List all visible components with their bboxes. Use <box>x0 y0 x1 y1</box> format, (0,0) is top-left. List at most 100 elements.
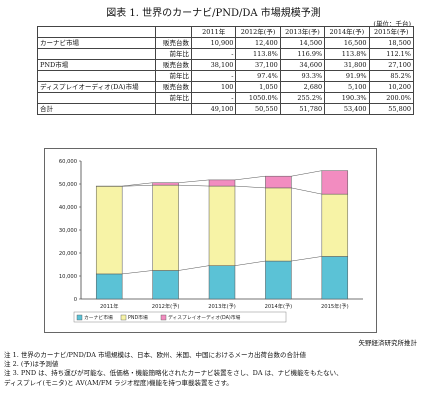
table-row: 前年比 -113.8% 116.9% 113.8% 112.1% <box>37 48 415 60</box>
connector-line <box>291 170 322 177</box>
row-value: 51,780 <box>279 103 326 115</box>
bar-segment <box>152 182 179 186</box>
row-value: 85.2% <box>368 70 415 82</box>
legend-swatch <box>120 314 127 321</box>
source-note: 矢野経済研究所推計 <box>358 339 418 347</box>
bar-segment <box>321 256 349 300</box>
table-row: カーナビ市場 販売台数 10,900 12,400 14,500 16,500 18,500 <box>37 37 415 49</box>
row-metric: 前年比 <box>155 92 192 104</box>
row-value: 113.8% <box>324 48 370 60</box>
row-value: 27,100 <box>368 59 415 71</box>
bar-segment <box>152 184 179 271</box>
legend-swatch <box>160 314 167 321</box>
connector-line <box>178 179 210 183</box>
table-row: 前年比 -97.4% 93.3% 91.9% 85.2% <box>37 70 415 82</box>
legend-swatch <box>76 314 83 321</box>
row-name <box>37 48 156 60</box>
chart-container: 0 10,000 20,000 30,000 40,000 50,000 60,000 201… <box>44 148 377 333</box>
legend-label: ディスプレイオーディオ(DA)市場 <box>168 314 241 321</box>
row-name <box>37 70 156 82</box>
row-value: 97.4% <box>235 70 281 82</box>
note-3-continued: ディスプレイ(モニタ)と AV(AM/FM ラジオ程度)機能を持つ車載装置をさす… <box>4 378 233 387</box>
header-empty <box>155 26 192 38</box>
x-tick-label: 2011年 <box>100 302 118 310</box>
row-metric: 販売台数 <box>155 81 192 93</box>
year-header: 2012年(予) <box>235 26 281 38</box>
y-tick-label: 40,000 <box>59 205 77 211</box>
row-value: 16,500 <box>324 37 370 49</box>
row-metric: 販売台数 <box>155 59 192 71</box>
row-value: 190.3% <box>324 92 370 104</box>
stacked-bar-chart: 0 10,000 20,000 30,000 40,000 50,000 60,000 201… <box>59 159 363 323</box>
year-header: 2013年(予) <box>279 26 326 38</box>
row-value: 50,550 <box>235 103 281 115</box>
bar-segment <box>321 193 349 257</box>
row-name <box>37 92 156 104</box>
y-tick-label: 50,000 <box>59 182 77 188</box>
bar-segment <box>208 179 236 187</box>
table-row: 前年比 -1050.0% 255.2% 190.3% 200.0% <box>37 92 415 104</box>
year-header: 2011年 <box>190 26 237 38</box>
notes: 注 1. 世界のカーナビ/PND/DA 市場規模は、日本、欧州、米国、中国におけ… <box>4 351 424 388</box>
row-value: 100 <box>190 81 237 93</box>
bar-segment <box>152 270 179 300</box>
row-value: 116.9% <box>279 48 326 60</box>
row-value: 18,500 <box>368 37 415 49</box>
y-tick-label: 30,000 <box>59 228 77 234</box>
row-value: 55,800 <box>368 103 415 115</box>
header-empty <box>37 26 156 38</box>
connector-line <box>234 175 266 181</box>
row-value: 255.2% <box>279 92 326 104</box>
bar-segment <box>265 175 292 189</box>
row-name: ディスプレイオーディオ(DA)市場 <box>37 81 156 93</box>
year-header: 2014年(予) <box>324 26 370 38</box>
row-value: 14,500 <box>279 37 326 49</box>
bar-segment <box>208 185 236 266</box>
bar-segment <box>321 170 349 195</box>
page-title: 図表 1. 世界のカーナビ/PND/DA 市場規模予測 <box>106 8 321 19</box>
row-value: - <box>190 70 237 82</box>
row-value: 112.1% <box>368 48 415 60</box>
row-value: 12,400 <box>235 37 281 49</box>
y-tick-label: 20,000 <box>59 251 77 257</box>
connector-line <box>234 260 266 266</box>
row-value: - <box>190 48 237 60</box>
x-tick-label: 2012年(予) <box>152 302 180 310</box>
row-metric <box>155 103 192 115</box>
bar-segment <box>95 273 123 300</box>
row-value: - <box>190 92 237 104</box>
table-header-row: 2011年 2012年(予) 2013年(予) 2014年(予) 2015年(予) <box>37 26 415 38</box>
table-row: 合計 49,100 50,550 51,780 53,400 55,800 <box>37 103 415 115</box>
row-value: 38,100 <box>190 59 237 71</box>
row-value: 53,400 <box>324 103 370 115</box>
unit-label: (単位：千台) <box>373 20 411 28</box>
row-metric: 前年比 <box>155 48 192 60</box>
row-value: 10,900 <box>190 37 237 49</box>
year-header: 2015年(予) <box>368 26 415 38</box>
y-tick-label: 0 <box>74 297 77 303</box>
row-value: 93.3% <box>279 70 326 82</box>
row-value: 113.8% <box>235 48 281 60</box>
row-value: 1050.0% <box>235 92 281 104</box>
note-3: 注 3. PND は、持ち運びが可能な、低価格・機能簡略化されたカーナビ装置をさ… <box>4 369 343 378</box>
row-value: 34,600 <box>279 59 326 71</box>
row-value: 10,200 <box>368 81 415 93</box>
connector-line <box>122 270 153 275</box>
connector-line <box>291 187 322 195</box>
x-tick-label: 2013年(予) <box>208 302 236 310</box>
row-value: 1,050 <box>235 81 281 93</box>
row-value: 200.0% <box>368 92 415 104</box>
table-row: ディスプレイオーディオ(DA)市場 販売台数 100 1,050 2,680 5,100 1… <box>37 81 415 93</box>
row-value: 37,100 <box>235 59 281 71</box>
bar-segment <box>95 186 123 275</box>
y-tick-label: 60,000 <box>59 159 77 165</box>
x-tick-label: 2014年(予) <box>265 302 293 310</box>
bar-segment <box>265 187 292 262</box>
connector-line <box>178 184 210 187</box>
row-value: 5,100 <box>324 81 370 93</box>
row-name: PND市場 <box>37 59 156 71</box>
legend-label: カーナビ市場 <box>84 314 113 321</box>
row-metric: 販売台数 <box>155 37 192 49</box>
row-value: 2,680 <box>279 81 326 93</box>
note-1: 注 1. 世界のカーナビ/PND/DA 市場規模は、日本、欧州、米国、中国におけ… <box>4 351 306 359</box>
